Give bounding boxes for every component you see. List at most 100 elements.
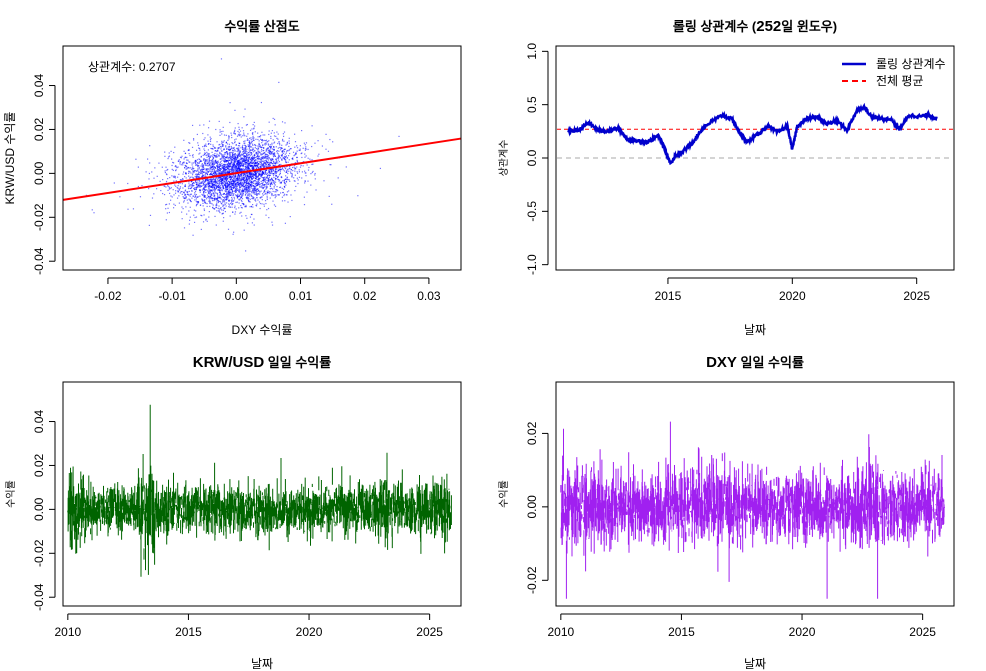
scatter-point — [191, 146, 194, 148]
scatter-point — [278, 180, 280, 182]
scatter-point — [287, 161, 289, 163]
scatter-point — [273, 152, 276, 154]
scatter-point — [277, 190, 279, 192]
scatter-point — [265, 192, 267, 195]
scatter-point — [211, 182, 213, 185]
scatter-point — [189, 200, 192, 202]
scatter-point — [201, 181, 203, 183]
scatter-point — [214, 197, 216, 199]
scatter-point — [175, 165, 177, 167]
scatter-point — [246, 185, 249, 187]
scatter-point — [227, 161, 230, 163]
scatter-point — [254, 153, 256, 156]
scatter-point — [244, 144, 246, 146]
scatter-point — [175, 166, 177, 168]
scatter-point — [275, 177, 277, 180]
scatter-point — [204, 189, 206, 191]
scatter-point — [225, 142, 227, 144]
scatter-point — [238, 194, 241, 197]
scatter-point — [139, 196, 142, 198]
scatter-y-tick-label: -0.02 — [32, 203, 46, 231]
scatter-point — [232, 179, 234, 181]
scatter-point — [240, 176, 242, 178]
scatter-point — [264, 151, 266, 154]
scatter-point — [237, 195, 239, 197]
scatter-point — [151, 171, 153, 173]
scatter-point — [234, 156, 237, 158]
scatter-point — [255, 205, 258, 207]
scatter-point — [190, 180, 192, 183]
scatter-point — [283, 131, 286, 133]
scatter-point — [250, 187, 253, 189]
scatter-point — [217, 197, 219, 199]
scatter-point — [193, 168, 195, 170]
scatter-point — [234, 176, 237, 178]
scatter-point — [275, 163, 277, 165]
scatter-point — [269, 171, 271, 173]
scatter-point — [241, 154, 243, 156]
scatter-point — [284, 183, 286, 185]
dxy-title: DXY 일일 수익률 — [706, 354, 804, 371]
scatter-point — [274, 194, 276, 196]
scatter-point — [230, 165, 233, 167]
scatter-point — [247, 194, 249, 196]
scatter-point — [283, 166, 285, 168]
scatter-point — [192, 177, 194, 179]
scatter-point — [258, 177, 261, 180]
rolling-y-tick-label: 1.0 — [525, 43, 539, 60]
scatter-point — [266, 175, 268, 178]
scatter-point — [236, 201, 238, 203]
scatter-point — [218, 166, 220, 168]
scatter-point — [226, 172, 228, 175]
scatter-point — [179, 163, 181, 165]
scatter-point — [302, 165, 304, 167]
scatter-point — [206, 160, 208, 162]
scatter-point — [235, 177, 238, 180]
scatter-point — [227, 152, 229, 154]
scatter-point — [252, 151, 254, 153]
scatter-point — [209, 174, 211, 176]
scatter-point — [268, 165, 270, 168]
scatter-point — [229, 215, 231, 217]
scatter-point — [185, 177, 187, 179]
scatter-point — [207, 183, 209, 185]
scatter-point — [254, 161, 256, 163]
scatter-point — [261, 165, 263, 167]
scatter-point — [208, 157, 210, 160]
scatter-point — [190, 168, 193, 170]
scatter-point — [282, 169, 285, 171]
scatter-point — [234, 158, 236, 160]
scatter-point — [229, 102, 231, 104]
scatter-point — [205, 189, 208, 191]
scatter-point — [214, 162, 216, 164]
scatter-point — [242, 151, 244, 153]
scatter-point — [265, 148, 267, 151]
scatter-point — [269, 158, 272, 160]
scatter-point — [218, 173, 221, 175]
scatter-point — [222, 156, 225, 158]
scatter-point — [240, 193, 242, 196]
scatter-point — [216, 198, 218, 201]
scatter-point — [266, 179, 268, 181]
scatter-point — [272, 190, 274, 193]
scatter-point — [257, 147, 259, 149]
scatter-point — [231, 153, 234, 155]
scatter-point — [222, 126, 224, 128]
scatter-point — [223, 149, 225, 151]
scatter-point — [199, 191, 201, 193]
scatter-point — [258, 191, 261, 193]
scatter-point — [240, 147, 242, 149]
scatter-point — [249, 180, 251, 182]
scatter-point — [205, 171, 207, 173]
scatter-point — [222, 182, 224, 184]
scatter-point — [207, 152, 209, 155]
scatter-point — [270, 180, 272, 182]
scatter-point — [285, 166, 287, 168]
scatter-point — [232, 152, 234, 154]
scatter-point — [238, 155, 241, 157]
scatter-point — [266, 150, 268, 152]
scatter-point — [214, 215, 216, 218]
scatter-point — [253, 150, 255, 152]
scatter-point — [147, 158, 149, 160]
scatter-point — [314, 178, 316, 180]
